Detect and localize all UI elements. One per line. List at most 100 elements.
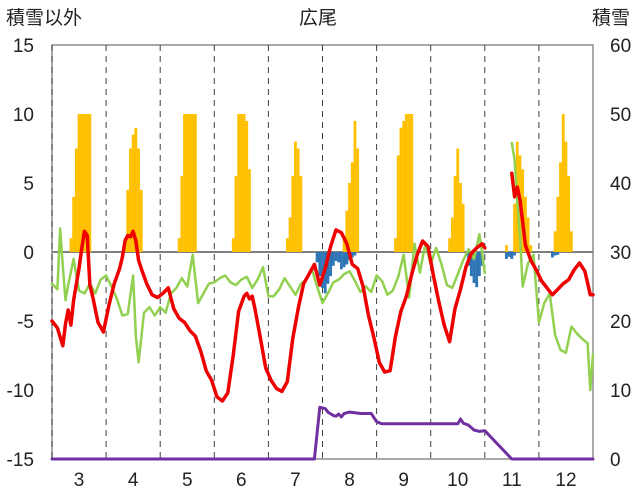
orange-bar [559,162,562,252]
orange-bar [448,238,452,252]
left-y-tick-label: 0 [23,243,34,264]
orange-bar [231,238,235,252]
orange-bar [450,217,454,252]
blue-bar [345,252,349,265]
orange-bar [131,134,135,252]
blue-bar [326,252,330,284]
orange-bar [72,196,76,252]
blue-bar [329,252,333,277]
orange-bar [137,148,140,252]
orange-bar [177,238,181,252]
orange-bar [569,231,573,252]
left-y-tick-label: 10 [13,105,34,126]
blue-bar [551,252,554,258]
x-tick-label: 12 [555,470,576,491]
orange-bar [294,141,297,252]
orange-bar [404,114,408,252]
orange-bar [245,120,249,253]
blue-bar [553,252,557,256]
orange-bar [461,203,465,252]
orange-bar [185,114,189,252]
orange-bar [564,141,568,252]
right-axis-label: 積雪 [592,7,630,29]
orange-bar [193,114,197,252]
blue-bar [318,252,322,277]
blue-bar [331,252,335,266]
orange-bar [288,217,292,252]
orange-bar [296,148,300,252]
left-y-tick-label: -5 [17,312,34,333]
orange-bar [356,148,360,252]
orange-bar [80,114,84,252]
right-y-tick-label: 0 [610,450,621,471]
orange-bar [345,210,349,252]
blue-bar [472,252,476,284]
orange-bar [410,114,414,252]
right-y-tick-label: 20 [610,312,631,333]
orange-bar [350,162,354,252]
orange-bar [299,176,303,252]
orange-bar [529,245,533,252]
orange-bar [348,183,351,252]
orange-bar [394,238,397,252]
orange-bar [83,114,86,252]
orange-bar [523,196,527,252]
orange-bar [248,169,251,252]
left-y-tick-label: 15 [13,36,34,57]
orange-bar [399,127,403,252]
orange-bar [139,189,143,252]
purple-series-line [50,405,595,461]
orange-bar [456,148,460,252]
orange-bar [453,176,457,252]
right-y-tick-label: 60 [610,36,631,57]
orange-bar [513,203,516,252]
orange-bar [353,120,357,253]
right-y-tick-label: 50 [610,105,631,126]
blue-bar [505,252,508,259]
orange-bar [407,114,411,252]
orange-bar [188,114,192,252]
blue-bar [337,252,341,263]
orange-bar [459,183,462,252]
orange-bar [505,245,508,252]
x-tick-label: 7 [290,470,301,491]
left-y-tick-label: 5 [23,174,34,195]
right-y-tick-label: 40 [610,174,631,195]
orange-bar [183,114,186,252]
right-y-tick-label: 30 [610,243,631,264]
blue-bar [342,252,346,268]
orange-bar [567,176,571,252]
x-tick-label: 6 [236,470,247,491]
x-tick-label: 5 [182,470,193,491]
orange-bar [134,127,138,252]
orange-bar [561,114,565,252]
orange-bar [396,155,400,252]
orange-bar [74,148,78,252]
red-series-line [50,228,487,403]
blue-bar [340,252,343,270]
x-tick-label: 4 [128,470,139,491]
orange-bar [402,120,406,253]
orange-bar [129,148,132,252]
orange-bar [77,114,81,252]
blue-bar [321,252,324,288]
orange-bar [180,176,184,252]
blue-bar [510,252,514,259]
orange-bar [291,176,295,252]
orange-bar [242,114,246,252]
orange-bar [285,238,289,252]
orange-bar [88,114,92,252]
x-tick-label: 11 [502,470,522,491]
x-tick-label: 8 [344,470,355,491]
orange-bar [69,238,73,252]
left-y-tick-label: -15 [7,450,34,471]
left-y-tick-label: -10 [7,381,34,402]
blue-bar [513,252,516,256]
orange-bar [126,189,130,252]
orange-bar [526,217,530,252]
orange-bar [85,114,89,252]
blue-bar [507,252,511,257]
orange-bar [191,114,195,252]
orange-bar [556,196,560,252]
